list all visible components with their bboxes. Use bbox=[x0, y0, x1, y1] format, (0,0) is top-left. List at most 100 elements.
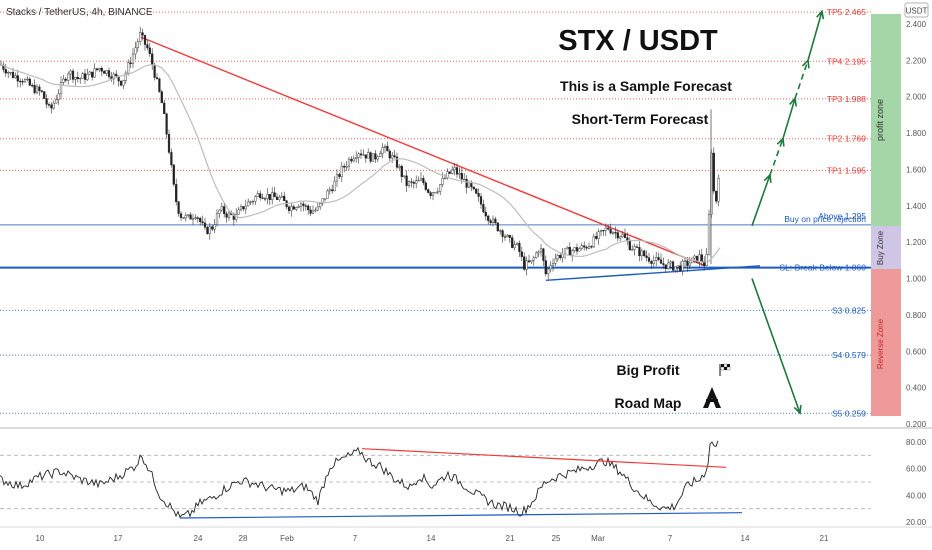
candle-body bbox=[383, 146, 387, 148]
candle-body bbox=[9, 72, 12, 74]
currency-label: USDT bbox=[906, 7, 928, 16]
candle-body bbox=[410, 181, 413, 183]
candle-body bbox=[335, 174, 339, 182]
candle-body bbox=[33, 85, 36, 94]
level-label-tp3: TP3 1.988 bbox=[827, 94, 866, 104]
candle-body bbox=[31, 85, 34, 87]
candle-body bbox=[652, 260, 655, 264]
candle-body bbox=[403, 175, 406, 177]
candle-body bbox=[465, 178, 468, 188]
time-tick-10: 7 bbox=[668, 534, 673, 543]
candle-body bbox=[523, 256, 526, 270]
candle-body bbox=[655, 257, 658, 261]
subtitle: This is a Sample Forecast bbox=[560, 78, 732, 94]
candle-body bbox=[153, 65, 156, 78]
candle-body bbox=[583, 245, 586, 248]
candle-body bbox=[251, 200, 255, 203]
candle-body bbox=[79, 77, 82, 80]
candle-body bbox=[400, 166, 403, 177]
candle-body bbox=[424, 182, 427, 190]
candle-body bbox=[518, 242, 521, 252]
candle-body bbox=[283, 195, 286, 201]
candle-body bbox=[333, 180, 336, 192]
candle-body bbox=[134, 47, 137, 55]
rsi-pane bbox=[0, 440, 871, 519]
candle-body bbox=[280, 195, 283, 198]
candle-body bbox=[38, 86, 41, 91]
candle-body bbox=[88, 71, 91, 75]
candle-body bbox=[40, 90, 43, 92]
candle-body bbox=[472, 186, 475, 190]
candle-body bbox=[81, 73, 84, 79]
candle-body bbox=[398, 166, 401, 168]
candle-body bbox=[559, 255, 562, 258]
candle-body bbox=[453, 167, 456, 171]
candle-body bbox=[244, 205, 247, 210]
candle-body bbox=[249, 201, 252, 203]
candle-body bbox=[141, 32, 144, 36]
currency-badge[interactable] bbox=[904, 2, 929, 18]
candle-body bbox=[419, 178, 423, 181]
level-label-s3: S3 0.825 bbox=[832, 305, 866, 315]
trendline-support bbox=[545, 265, 761, 282]
candle-body bbox=[35, 86, 39, 94]
forecast-down-arrow bbox=[751, 278, 801, 414]
candle-body bbox=[143, 34, 147, 45]
candle-body bbox=[163, 102, 166, 115]
level-label-sl: SL: Break Below 1.060 bbox=[780, 263, 867, 273]
candle-body bbox=[302, 203, 305, 206]
time-axis: 10 17 24 28 Feb 7 14 21 25 Mar 7 14 21 bbox=[36, 534, 829, 543]
candle-body bbox=[657, 257, 660, 260]
level-label-above: Above 1.295 bbox=[818, 211, 866, 221]
candle-body bbox=[131, 53, 135, 64]
candle-body bbox=[167, 134, 171, 153]
candle-body bbox=[650, 261, 653, 264]
candle-body bbox=[299, 203, 303, 207]
candle-body bbox=[220, 206, 223, 211]
candle-body bbox=[19, 80, 22, 83]
candle-body bbox=[158, 78, 161, 92]
rsi-tick-2: 40.00 bbox=[906, 491, 927, 500]
candle-body bbox=[664, 264, 667, 269]
candle-body bbox=[563, 248, 567, 255]
candle-body bbox=[323, 198, 327, 200]
candle-body bbox=[513, 244, 516, 248]
candle-body bbox=[93, 68, 96, 78]
candle-body bbox=[124, 72, 127, 81]
candle-body bbox=[415, 180, 418, 184]
candle-body bbox=[62, 78, 65, 83]
candle-body bbox=[271, 192, 274, 200]
candle-body bbox=[287, 206, 291, 211]
price-tick-11: 0.200 bbox=[906, 420, 927, 429]
candle-body bbox=[103, 70, 106, 74]
candle-body bbox=[119, 80, 123, 86]
candle-body bbox=[206, 227, 209, 234]
candle-body bbox=[549, 265, 552, 270]
candle-body bbox=[667, 262, 670, 269]
candle-body bbox=[671, 261, 675, 271]
candle-body bbox=[309, 209, 312, 214]
level-label-tp2: TP2 1.769 bbox=[827, 134, 866, 144]
time-tick-9: Mar bbox=[591, 534, 605, 543]
checkered-flag-icon bbox=[719, 363, 731, 376]
level-label-s4: S4 0.579 bbox=[832, 350, 866, 360]
candle-body bbox=[604, 227, 607, 231]
candle-body bbox=[499, 230, 502, 232]
candle-body bbox=[446, 171, 449, 179]
reverse-zone-label: Reverse Zone bbox=[876, 318, 885, 369]
forecast-up-arrow bbox=[769, 138, 784, 176]
candle-body bbox=[662, 263, 665, 265]
candle-body bbox=[21, 81, 24, 83]
symbol-header: Stacks / TetherUS, 4h, BINANCE bbox=[6, 7, 153, 18]
candle-body bbox=[261, 197, 264, 199]
candle-body bbox=[187, 214, 190, 216]
candle-body bbox=[431, 192, 435, 196]
candle-body bbox=[95, 68, 99, 71]
candle-body bbox=[434, 192, 437, 194]
candle-body bbox=[146, 44, 149, 49]
candle-body bbox=[76, 76, 79, 79]
candle-body bbox=[640, 250, 643, 257]
candle-body bbox=[715, 190, 718, 202]
candle-body bbox=[369, 152, 372, 162]
